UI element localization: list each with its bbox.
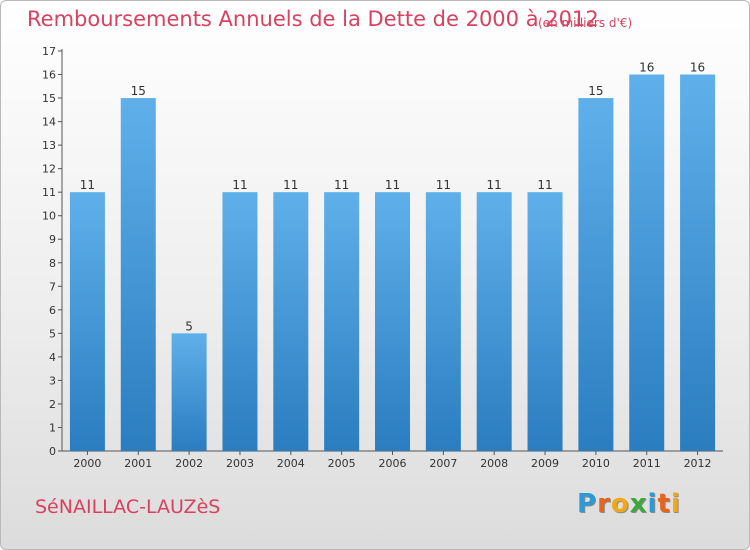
- logo-letter: P: [577, 489, 598, 519]
- data-label-2009: 11: [537, 178, 552, 192]
- y-tick-label: 5: [49, 327, 56, 340]
- logo-letter: i: [647, 489, 658, 519]
- data-labels-group: 11 15 5 11 11 11 11 11 11 11 15 16 16: [80, 61, 705, 334]
- logo-letter: r: [597, 489, 611, 519]
- y-tick-label: 3: [49, 374, 56, 387]
- bars-group: [69, 74, 716, 452]
- y-tick-label: 7: [49, 280, 56, 293]
- y-tick-label: 0: [49, 445, 56, 458]
- bar-2007: [425, 192, 461, 452]
- bar-2003: [222, 192, 258, 452]
- y-tick-label: 16: [42, 69, 56, 82]
- y-tick-label: 11: [42, 186, 56, 199]
- x-tick-label-2002: 2002: [175, 457, 203, 470]
- bar-2010: [578, 98, 614, 451]
- y-tick-label: 9: [49, 233, 56, 246]
- x-tick-label-2004: 2004: [277, 457, 305, 470]
- x-tick-label-2006: 2006: [379, 457, 407, 470]
- bar-2011: [629, 74, 665, 451]
- data-label-2003: 11: [232, 178, 247, 192]
- logo-letter: x: [629, 489, 648, 519]
- chart-title: Remboursements Annuels de la Dette de 20…: [27, 7, 599, 31]
- y-tick-label: 2: [49, 398, 56, 411]
- y-tick-label: 14: [42, 116, 56, 129]
- x-tick-label-2005: 2005: [328, 457, 356, 470]
- y-tick-label: 15: [42, 92, 56, 105]
- y-tick-label: 4: [49, 351, 56, 364]
- x-tick-label-2003: 2003: [226, 457, 254, 470]
- proxiti-logo[interactable]: Proxiti: [577, 489, 681, 519]
- x-tick-label-2012: 2012: [684, 457, 712, 470]
- y-tick-label: 13: [42, 139, 56, 152]
- bar-2006: [375, 192, 410, 452]
- y-tick-label: 6: [49, 304, 56, 317]
- y-tick-label: 12: [42, 163, 56, 176]
- bar-2005: [324, 192, 360, 452]
- logo-letter: t: [657, 489, 671, 519]
- x-tick-label-2010: 2010: [582, 457, 610, 470]
- x-axis-ticks: 2000 2001 2002 2003 2004 2005 2006 2007 2008 2009…: [73, 451, 712, 470]
- bar-2000: [69, 192, 105, 452]
- bar-2001: [120, 98, 156, 451]
- y-tick-label: 8: [49, 257, 56, 270]
- y-tick-label: 10: [42, 210, 56, 223]
- bar-2004: [273, 192, 309, 452]
- x-tick-label-2001: 2001: [124, 457, 152, 470]
- x-tick-label-2009: 2009: [531, 457, 559, 470]
- x-tick-label-2007: 2007: [429, 457, 457, 470]
- x-tick-label-2000: 2000: [73, 457, 101, 470]
- y-tick-label: 17: [42, 45, 56, 58]
- bar-2012: [680, 74, 716, 451]
- data-label-2011: 16: [639, 61, 654, 75]
- data-label-2007: 11: [436, 178, 451, 192]
- chart-unit-subtitle: (en milliers d'€): [538, 16, 633, 30]
- x-tick-label-2008: 2008: [480, 457, 508, 470]
- bar-2008: [476, 192, 512, 452]
- data-label-2002: 5: [185, 319, 193, 333]
- x-tick-label-2011: 2011: [633, 457, 661, 470]
- town-name: SéNAILLAC-LAUZèS: [35, 496, 221, 518]
- logo-letter: o: [610, 489, 630, 519]
- y-tick-label: 1: [49, 421, 56, 434]
- data-label-2001: 15: [131, 84, 146, 98]
- data-label-2004: 11: [283, 178, 298, 192]
- bar-2009: [527, 192, 563, 452]
- data-label-2006: 11: [385, 178, 400, 192]
- data-label-2000: 11: [80, 178, 95, 192]
- data-label-2008: 11: [487, 178, 502, 192]
- data-label-2010: 15: [588, 84, 603, 98]
- logo-letter: i: [670, 489, 681, 519]
- data-label-2005: 11: [334, 178, 349, 192]
- data-label-2012: 16: [690, 61, 705, 75]
- bar-2002: [171, 333, 207, 451]
